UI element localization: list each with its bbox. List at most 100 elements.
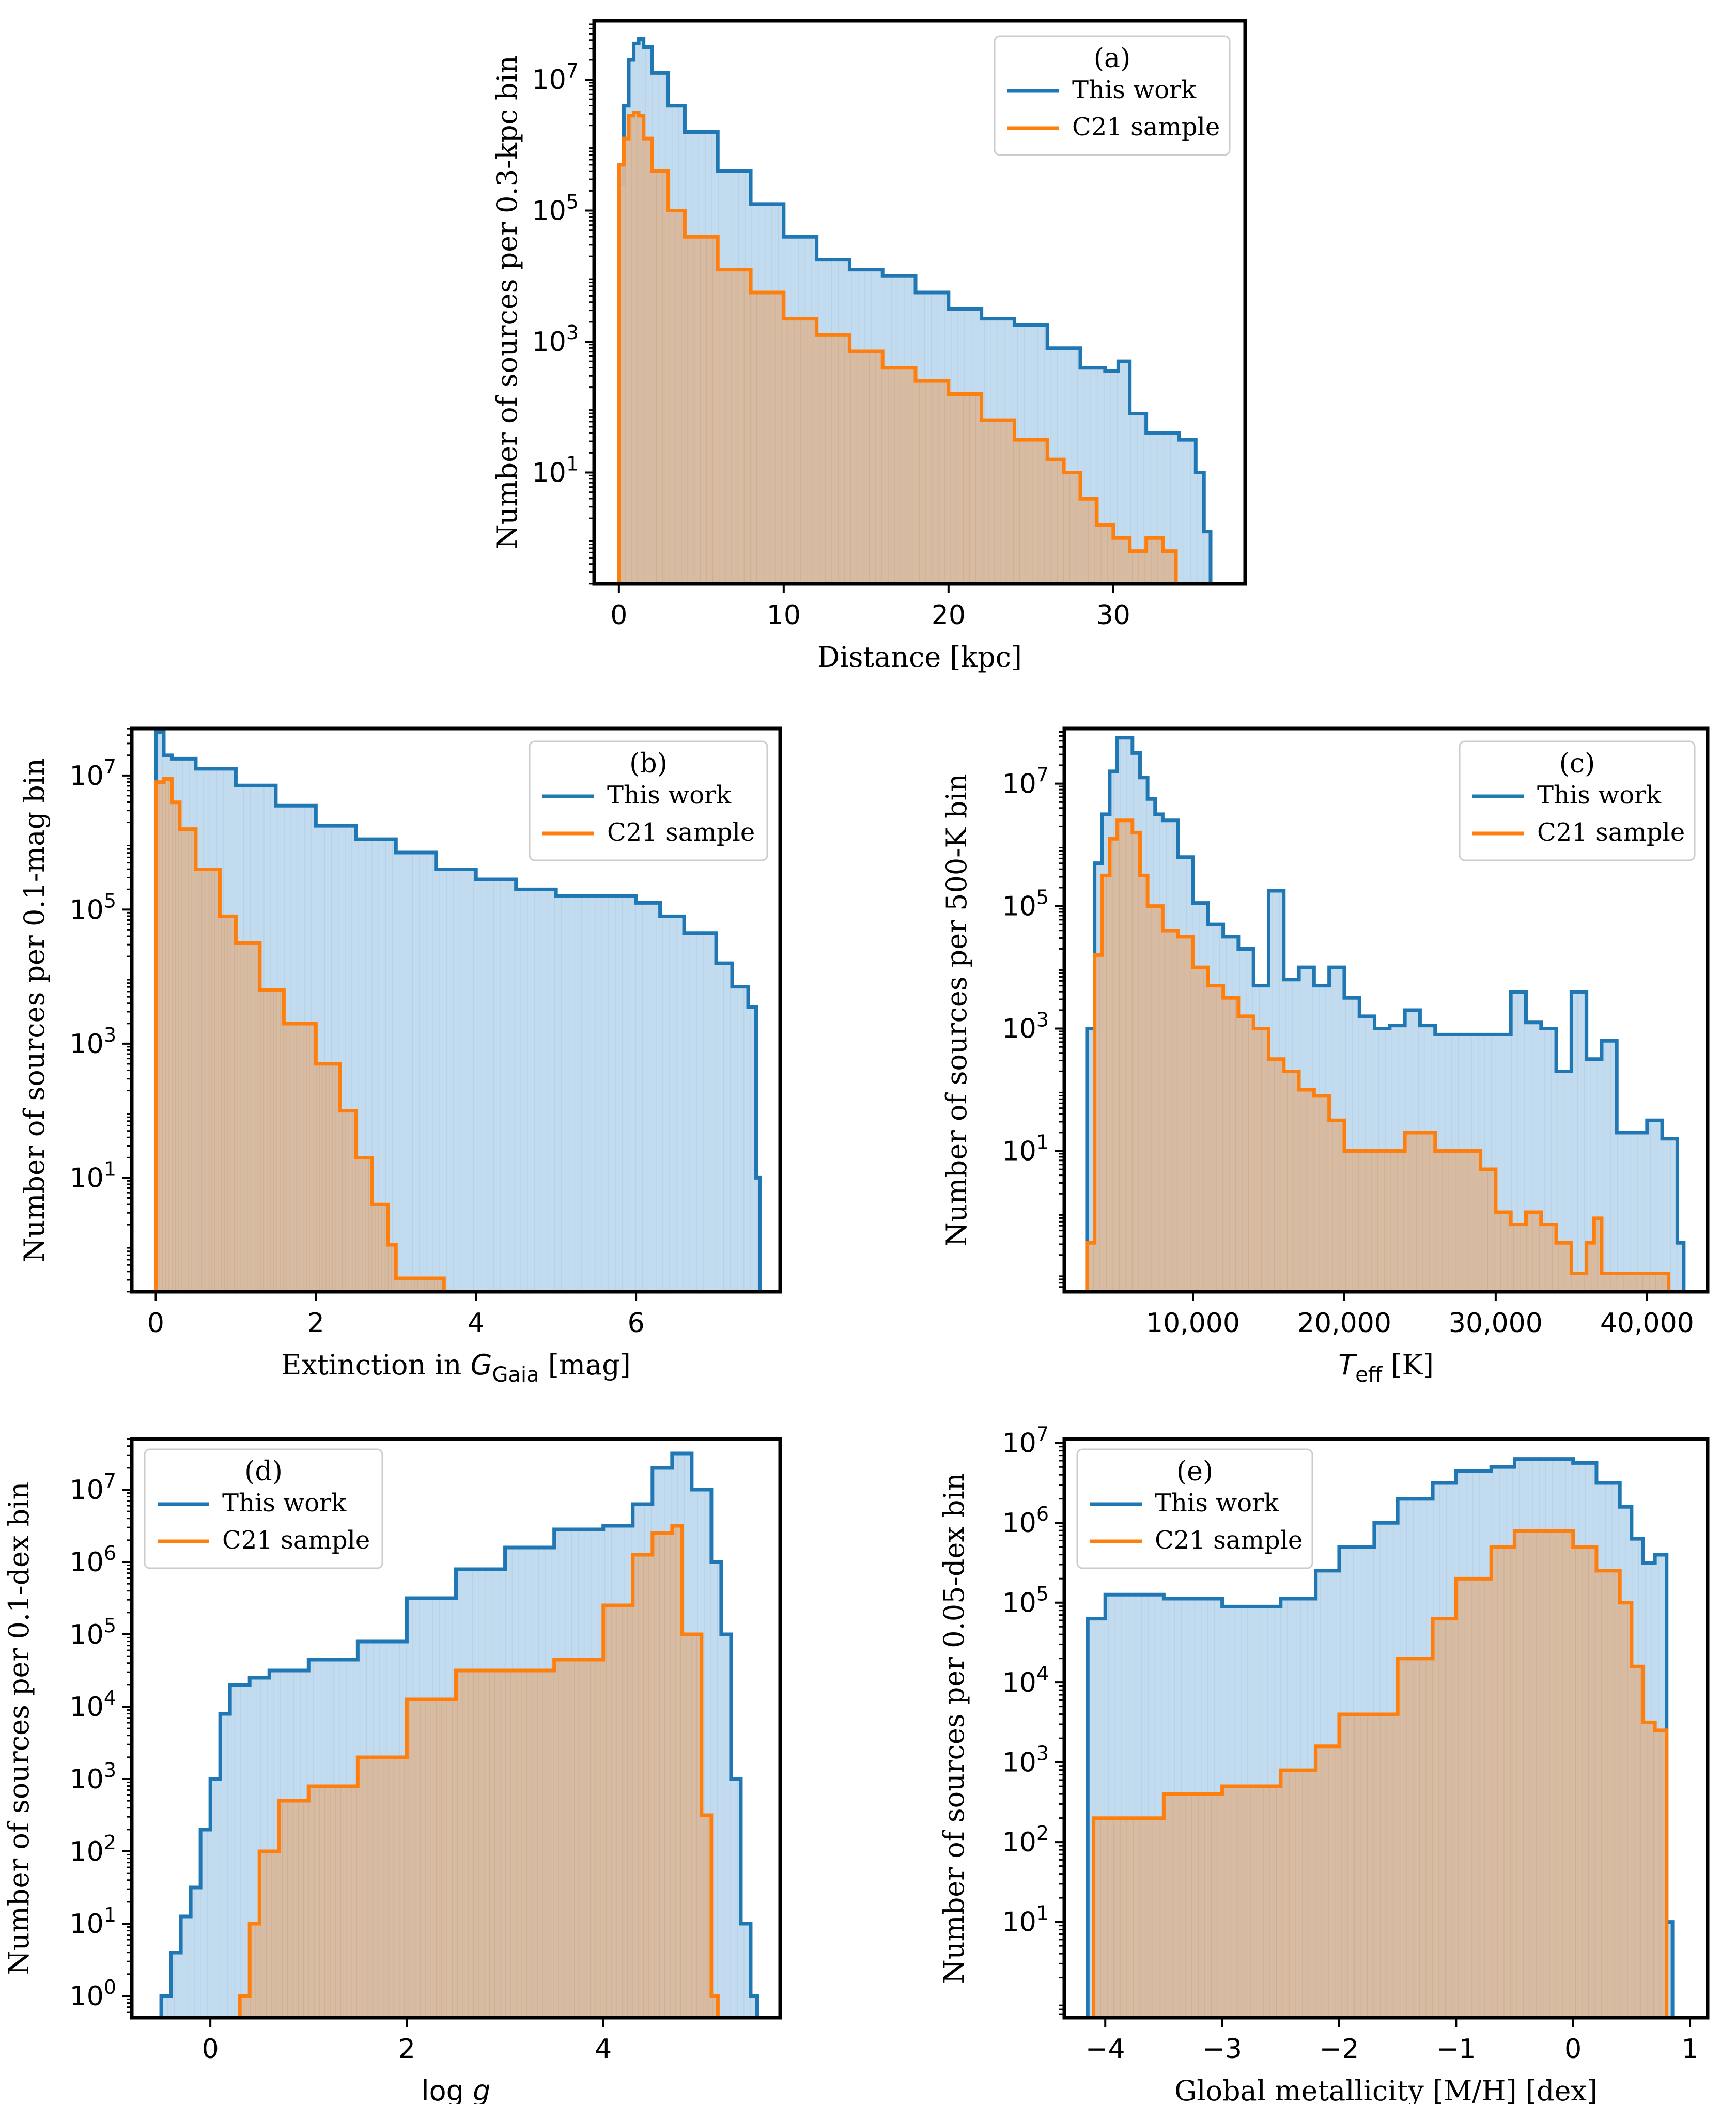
y-tick-label: 107: [1002, 764, 1049, 800]
y-tick-label: 103: [532, 321, 579, 358]
y-tick-label: 103: [70, 1024, 116, 1060]
y-tick-label: 104: [70, 1687, 116, 1723]
x-tick-label: 4: [468, 1308, 485, 1339]
y-tick-label: 107: [70, 755, 116, 792]
y-tick-label: 103: [70, 1759, 116, 1795]
x-tick-label: 0: [147, 1308, 164, 1339]
hist-line-this-work: [159, 1451, 759, 2018]
legend: (e)This work C21 sample: [1076, 1448, 1313, 1569]
y-axis-label: Number of sources per 0.1-dex bin: [3, 1482, 35, 1975]
x-tick-label: 0: [202, 2034, 219, 2065]
legend-label: C21 sample: [222, 1526, 370, 1555]
y-tick-label: 101: [1002, 1131, 1049, 1167]
y-tick-label: 105: [532, 191, 579, 227]
legend-label: C21 sample: [1155, 1526, 1303, 1555]
x-tick-label: 30: [1096, 600, 1130, 631]
y-tick-label: 100: [70, 1976, 116, 2012]
x-axis-label: Distance [kpc]: [817, 641, 1022, 673]
panel-e: −4 −3 −2 −1 0 1 101 102 103 104 105 106 107 Global me…: [938, 1423, 1710, 2104]
y-tick-label: 105: [70, 1614, 116, 1650]
y-tick-label: 104: [1002, 1662, 1049, 1698]
y-tick-label: 106: [1002, 1503, 1049, 1539]
legend-title: (b): [629, 748, 668, 779]
hist-line-c21: [1085, 818, 1671, 1292]
legend-label: C21 sample: [1537, 818, 1685, 847]
x-axis-label: Global metallicity [M/H] [dex]: [1174, 2075, 1598, 2104]
x-tick-label: 4: [595, 2034, 612, 2065]
y-axis-label: Number of sources per 0.1-mag bin: [18, 758, 51, 1262]
hist-bins-c21: [1094, 1530, 1667, 2018]
x-tick-label: 10,000: [1146, 1308, 1240, 1339]
hist-bins-c21: [239, 1526, 719, 2018]
y-tick-label: 107: [70, 1469, 116, 1506]
x-axis-label: Teff [K]: [1338, 1349, 1434, 1387]
y-tick-label: 105: [1002, 1583, 1049, 1619]
y-tick-label: 101: [70, 1157, 116, 1194]
hist-line-c21: [238, 1524, 720, 2018]
y-tick-label: 101: [70, 1904, 116, 1940]
hist-line-this-work: [1085, 736, 1686, 1292]
hist-line-this-work: [153, 730, 765, 1292]
panel-b: 0 2 4 6 101 103 105 107 Extinction in GGaia [mag…: [18, 726, 782, 1387]
legend-label: This work: [1155, 1489, 1279, 1518]
x-tick-label: 20: [932, 600, 966, 631]
legend-label: This work: [1072, 75, 1197, 104]
legend-label: This work: [1537, 781, 1662, 810]
panel-c: 10,000 20,000 30,000 40,000 101 103 105 107 Teff…: [940, 726, 1710, 1387]
x-tick-label: 2: [307, 1308, 324, 1339]
hist-fill-c21: [618, 112, 1183, 584]
panel-d: 0 2 4 100 101 102 103 104 105 106 107 log g Number o…: [3, 1437, 782, 2104]
x-axis-label: Extinction in GGaia [mag]: [281, 1349, 631, 1387]
legend-box: [1459, 740, 1696, 861]
axes-frame: [130, 726, 782, 1294]
panel-a: 0 10 20 30 101 103 105 107 Distance [kpc] Number …: [491, 19, 1247, 673]
legend-label: This work: [607, 781, 732, 810]
x-tick-label: 6: [628, 1308, 645, 1339]
legend: (a)This work C21 sample: [994, 35, 1231, 156]
legend-label: C21 sample: [1072, 113, 1220, 142]
legend: (b)This work C21 sample: [529, 740, 768, 861]
x-tick-label: −2: [1320, 2034, 1359, 2065]
x-tick-label: −3: [1202, 2034, 1242, 2065]
legend-title: (c): [1559, 748, 1595, 779]
y-tick-label: 103: [1002, 1009, 1049, 1045]
y-tick-label: 101: [532, 453, 579, 489]
legend: (c)This work C21 sample: [1459, 740, 1696, 861]
hist-line-c21: [153, 777, 451, 1292]
y-axis-label: Number of sources per 0.3-kpc bin: [491, 55, 523, 549]
y-axis-label: Number of sources per 0.05-dex bin: [938, 1473, 970, 1984]
legend-box: [529, 740, 768, 861]
x-tick-label: 2: [398, 2034, 415, 2065]
x-tick-label: 0: [1564, 2034, 1582, 2065]
x-tick-label: −1: [1436, 2034, 1476, 2065]
x-tick-label: 40,000: [1600, 1308, 1694, 1339]
legend-box: [994, 35, 1231, 156]
axes-frame: [1062, 1437, 1710, 2020]
x-tick-label: 0: [610, 600, 627, 631]
x-tick-label: −4: [1086, 2034, 1125, 2065]
y-tick-label: 102: [70, 1831, 116, 1867]
hist-line-c21: [1088, 1529, 1673, 2018]
legend-label: This work: [222, 1489, 347, 1518]
x-axis-label: log g: [422, 2075, 491, 2104]
legend: (d)This work C21 sample: [144, 1448, 383, 1569]
hist-bins-c21: [1087, 820, 1669, 1292]
x-tick-label: 30,000: [1449, 1308, 1543, 1339]
x-tick-label: 1: [1681, 2034, 1698, 2065]
y-tick-label: 103: [1002, 1742, 1049, 1778]
y-tick-label: 105: [70, 889, 116, 925]
legend-box: [144, 1448, 383, 1569]
legend-label: C21 sample: [607, 818, 755, 847]
y-tick-label: 102: [1002, 1822, 1049, 1858]
legend-title: (d): [244, 1456, 283, 1487]
hist-fill-c21: [1087, 820, 1669, 1292]
y-tick-label: 106: [70, 1542, 116, 1578]
hist-line-this-work: [617, 37, 1217, 584]
x-tick-label: 20,000: [1297, 1308, 1391, 1339]
y-tick-label: 101: [1002, 1902, 1049, 1938]
y-axis-label: Number of sources per 500-K bin: [940, 773, 973, 1246]
legend-box: [1076, 1448, 1313, 1569]
hist-line-this-work: [1081, 1457, 1679, 2018]
hist-bins-c21: [618, 112, 1170, 584]
